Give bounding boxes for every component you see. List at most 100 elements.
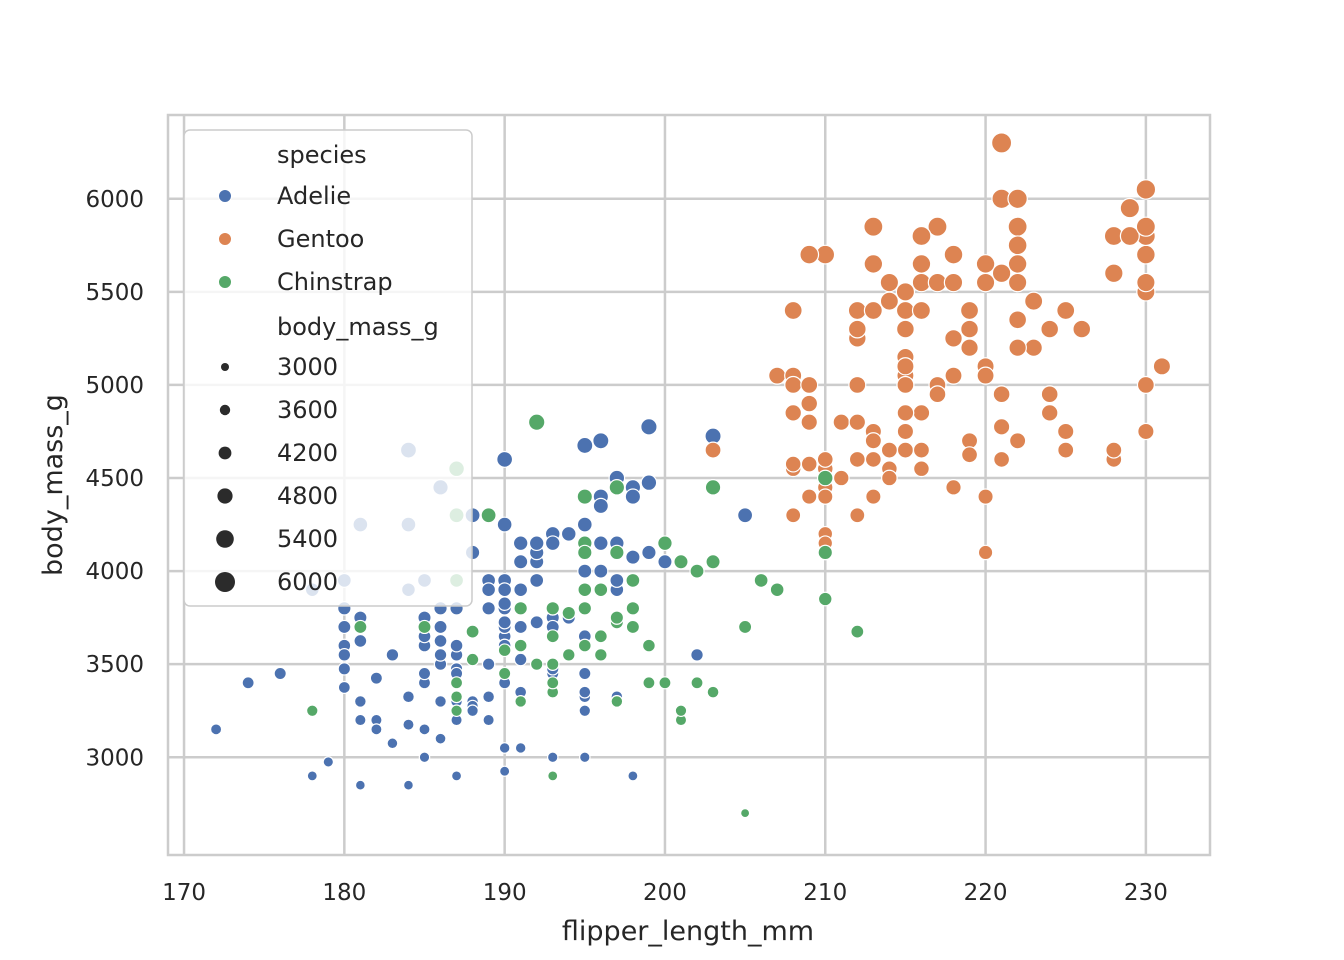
data-point (1007, 254, 1028, 274)
data-point (674, 704, 688, 718)
data-point (577, 601, 593, 616)
x-tick-label: 220 (964, 880, 1008, 906)
data-point (1024, 338, 1043, 358)
data-point (513, 601, 528, 616)
data-point (1008, 432, 1027, 450)
data-point (593, 563, 609, 579)
data-point (928, 385, 947, 404)
data-point (784, 455, 802, 473)
data-point (627, 770, 639, 782)
data-point (911, 300, 931, 321)
y-tick-label: 6000 (85, 187, 144, 213)
data-point (386, 737, 399, 750)
data-point (353, 633, 368, 648)
data-point (977, 488, 994, 505)
data-point (976, 366, 995, 385)
data-point (1007, 188, 1028, 210)
data-point (993, 450, 1011, 468)
data-point (496, 516, 513, 533)
data-point (528, 535, 545, 552)
data-point (1105, 441, 1123, 459)
data-point (514, 695, 528, 708)
legend-size-label: 4800 (277, 482, 338, 510)
data-point (801, 488, 818, 505)
data-point (546, 751, 559, 764)
data-point (579, 751, 591, 764)
data-point (593, 648, 608, 662)
data-point (209, 723, 223, 736)
legend-hue-title: species (277, 141, 367, 169)
x-tick-label: 180 (322, 880, 366, 906)
data-point (499, 765, 511, 777)
data-point (784, 375, 803, 394)
y-tick-label: 3000 (85, 745, 144, 771)
data-point (1136, 272, 1156, 293)
legend-size-label: 4200 (277, 439, 338, 467)
data-point (578, 685, 592, 699)
data-point (241, 676, 255, 690)
data-point (1008, 310, 1028, 330)
data-point (354, 713, 367, 727)
data-point (1007, 235, 1028, 256)
data-point (737, 619, 753, 635)
data-point (927, 216, 948, 237)
x-tick-label: 170 (162, 880, 206, 906)
data-point (513, 619, 528, 635)
data-point (337, 619, 352, 635)
x-tick-label: 210 (803, 880, 847, 906)
plot-frame (166, 113, 1212, 857)
data-point (704, 441, 722, 459)
data-point (514, 742, 527, 754)
data-point (608, 479, 626, 496)
data-point (704, 479, 722, 496)
data-point (848, 450, 866, 468)
data-point (816, 450, 834, 468)
data-point (943, 244, 964, 265)
data-point (641, 544, 657, 561)
data-point (913, 460, 930, 478)
data-point (945, 479, 962, 496)
data-point (403, 779, 414, 791)
x-tick-label: 230 (1124, 880, 1168, 906)
data-point (624, 488, 642, 505)
data-point (977, 544, 994, 561)
data-point (847, 300, 867, 321)
data-point (512, 535, 529, 552)
legend-size-label: 6000 (277, 568, 338, 596)
series-chinstrap (305, 413, 865, 819)
legend-marker-adelie (218, 189, 232, 203)
data-point (610, 695, 624, 708)
y-tick-label: 5000 (85, 373, 144, 399)
legend-label-gentoo: Gentoo (277, 225, 364, 253)
data-point (657, 535, 673, 552)
data-point (433, 633, 448, 648)
data-point (800, 413, 819, 431)
data-point (911, 225, 932, 247)
data-point (1137, 422, 1155, 441)
legend-size-marker (217, 488, 233, 504)
data-point (370, 723, 383, 736)
series-gentoo (704, 132, 1172, 561)
data-point (863, 300, 883, 321)
data-point (353, 695, 367, 708)
data-point (513, 638, 528, 653)
data-point (529, 657, 544, 671)
data-point (497, 643, 512, 658)
data-point (497, 666, 512, 681)
data-point (527, 413, 546, 431)
legend-size-marker (219, 404, 231, 416)
data-point (561, 648, 576, 662)
data-point (881, 469, 898, 487)
data-point (625, 549, 641, 565)
data-point (481, 582, 497, 598)
data-point (1040, 385, 1059, 404)
data-point (465, 624, 480, 639)
data-point (848, 413, 867, 431)
data-point (863, 254, 884, 274)
data-point (800, 394, 819, 413)
data-point (576, 488, 594, 505)
data-point (576, 516, 593, 533)
data-point (337, 680, 351, 694)
data-point (784, 404, 803, 422)
